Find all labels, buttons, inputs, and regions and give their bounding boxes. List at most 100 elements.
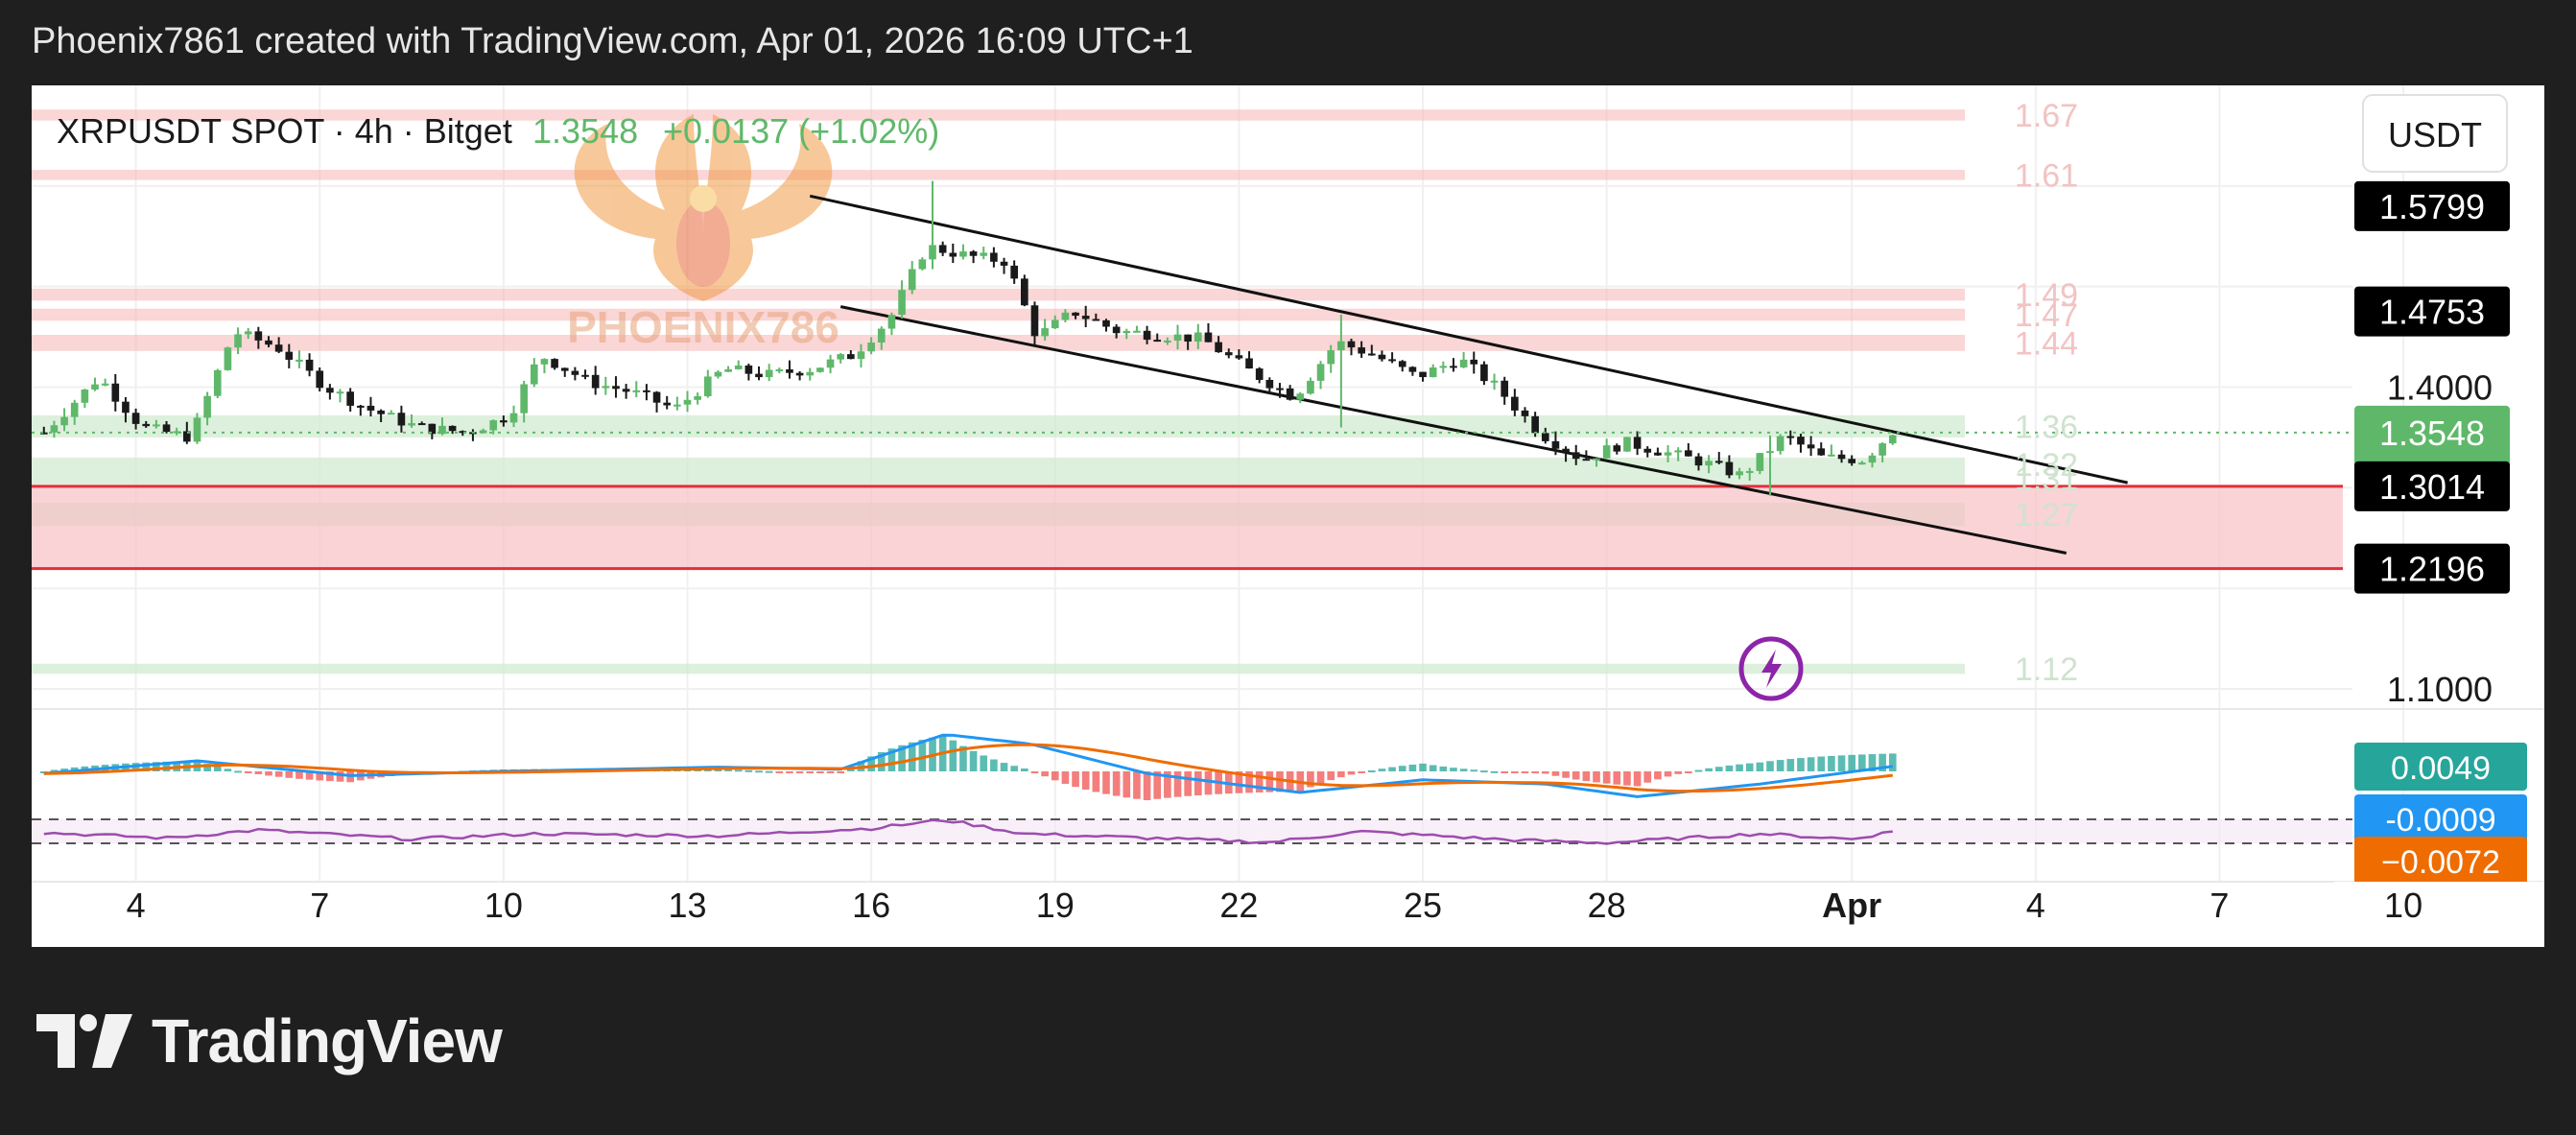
time-axis-label: 13 bbox=[668, 886, 706, 925]
candle-body bbox=[877, 328, 886, 343]
alert-icon[interactable] bbox=[1738, 636, 1804, 701]
candle-body bbox=[428, 423, 437, 435]
zone-1.32 bbox=[32, 457, 1965, 472]
candle-body bbox=[60, 416, 68, 426]
macd-histogram-bar bbox=[1081, 771, 1090, 790]
rsi-panel bbox=[32, 818, 2352, 845]
time-axis-label: 25 bbox=[1404, 886, 1442, 925]
macd-histogram-bar bbox=[1123, 771, 1131, 798]
candle-body bbox=[1562, 448, 1570, 453]
candle-body bbox=[153, 424, 160, 427]
candle-body bbox=[1848, 459, 1856, 463]
macd-histogram-bar bbox=[1030, 771, 1039, 773]
candle-body bbox=[254, 331, 263, 341]
time-axis-label: 4 bbox=[2026, 886, 2045, 925]
candle-body bbox=[336, 391, 344, 394]
price-chart[interactable]: PHOENIX786 1.671.611.491.471.441.361.321… bbox=[32, 85, 2544, 947]
currency-label: USDT bbox=[2388, 115, 2482, 154]
candle-body bbox=[1888, 435, 1897, 444]
candle-body bbox=[1173, 334, 1182, 341]
macd-histogram-bar bbox=[1337, 771, 1345, 778]
candle-body bbox=[786, 368, 793, 373]
macd-histogram-bar bbox=[724, 768, 732, 771]
candle-body bbox=[867, 343, 875, 352]
macd-histogram-bar bbox=[295, 771, 303, 779]
candle-body bbox=[1235, 355, 1243, 359]
candle-body bbox=[326, 388, 334, 393]
macd-histogram-bar bbox=[224, 768, 232, 771]
candle-body bbox=[1674, 450, 1683, 453]
candle-body bbox=[1766, 451, 1774, 454]
candle-body bbox=[918, 259, 927, 270]
macd-histogram-bar bbox=[1572, 771, 1580, 780]
macd-histogram-bar bbox=[1245, 771, 1253, 793]
candle-body bbox=[969, 251, 978, 256]
candle-body bbox=[366, 405, 375, 411]
zone-1.67 bbox=[32, 109, 1965, 121]
tradingview-logo[interactable]: TradingView bbox=[36, 1006, 503, 1076]
macd-histogram-bar bbox=[949, 740, 957, 771]
candle-body bbox=[1756, 453, 1764, 471]
macd-histogram-bar bbox=[1694, 769, 1703, 772]
time-axis-label: 22 bbox=[1219, 886, 1258, 925]
zone-1.61 bbox=[32, 170, 1965, 180]
macd-histogram-bar bbox=[50, 769, 59, 772]
macd-histogram-bar bbox=[1868, 754, 1877, 771]
macd-histogram-bar bbox=[1092, 771, 1100, 792]
time-axis-label: 19 bbox=[1036, 886, 1075, 925]
candle-body bbox=[1480, 364, 1488, 382]
price-tag-bg bbox=[2354, 180, 2510, 231]
candle-body bbox=[1061, 312, 1070, 320]
candle-body bbox=[1490, 380, 1499, 383]
candle-body bbox=[1613, 445, 1621, 452]
candle-body bbox=[39, 432, 48, 435]
macd-value-tag: 0.0049 bbox=[2391, 750, 2491, 787]
candle-body bbox=[274, 344, 283, 352]
zone-label: 1.61 bbox=[2015, 157, 2078, 194]
candle-body bbox=[1459, 359, 1468, 367]
macd-histogram-bar bbox=[1490, 770, 1499, 773]
rsi-value-tag-bg bbox=[2354, 837, 2527, 885]
macd-histogram-bar bbox=[765, 770, 773, 773]
macd-histogram-bar bbox=[1541, 771, 1549, 774]
macd-histogram-bar bbox=[1623, 771, 1631, 786]
currency-button[interactable]: USDT bbox=[2362, 94, 2508, 173]
macd-histogram-bar bbox=[70, 767, 79, 771]
candle-body bbox=[1204, 332, 1213, 343]
channel-line bbox=[839, 305, 2068, 555]
macd-histogram-bar bbox=[153, 762, 160, 771]
candle-body bbox=[632, 390, 641, 392]
candle-body bbox=[131, 413, 140, 424]
candle-body bbox=[694, 395, 701, 400]
macd-histogram-bar bbox=[877, 751, 886, 771]
candle-body bbox=[591, 374, 600, 389]
price-axis-label: 1.4000 bbox=[2387, 368, 2493, 408]
macd-value-tag-bg bbox=[2354, 743, 2527, 791]
macd-histogram-bar bbox=[1193, 771, 1202, 795]
candle-body bbox=[1736, 471, 1743, 476]
macd-histogram-bar bbox=[1133, 771, 1141, 799]
macd-histogram-bar bbox=[1327, 771, 1335, 781]
macd-histogram-bar bbox=[1000, 763, 1008, 771]
macd-histogram-bar bbox=[1276, 771, 1284, 792]
candle-body bbox=[122, 401, 130, 414]
candle-body bbox=[1623, 437, 1631, 452]
chart-panel[interactable]: PHOENIX786 1.67 1.61 1.49 1.47 1.44 1.36 1.32 1… bbox=[32, 85, 2544, 947]
candle-body bbox=[91, 384, 99, 390]
zone-1.31 bbox=[32, 471, 1965, 485]
candle-body bbox=[1347, 341, 1356, 348]
candle-body bbox=[1817, 448, 1826, 456]
macd-histogram-bar bbox=[1459, 768, 1468, 771]
candle-body bbox=[1450, 366, 1457, 368]
macd-histogram-bar bbox=[1736, 764, 1743, 771]
candle-body bbox=[571, 370, 579, 375]
candle-body bbox=[1828, 454, 1835, 457]
macd-histogram-bar bbox=[1378, 768, 1386, 771]
candle-body bbox=[162, 424, 171, 433]
candle-body bbox=[173, 431, 181, 434]
macd-histogram-bar bbox=[1633, 771, 1642, 787]
macd-histogram-bar bbox=[1888, 753, 1897, 771]
candle-body bbox=[1429, 367, 1437, 378]
candle-body bbox=[724, 368, 732, 372]
candle-body bbox=[244, 331, 252, 335]
